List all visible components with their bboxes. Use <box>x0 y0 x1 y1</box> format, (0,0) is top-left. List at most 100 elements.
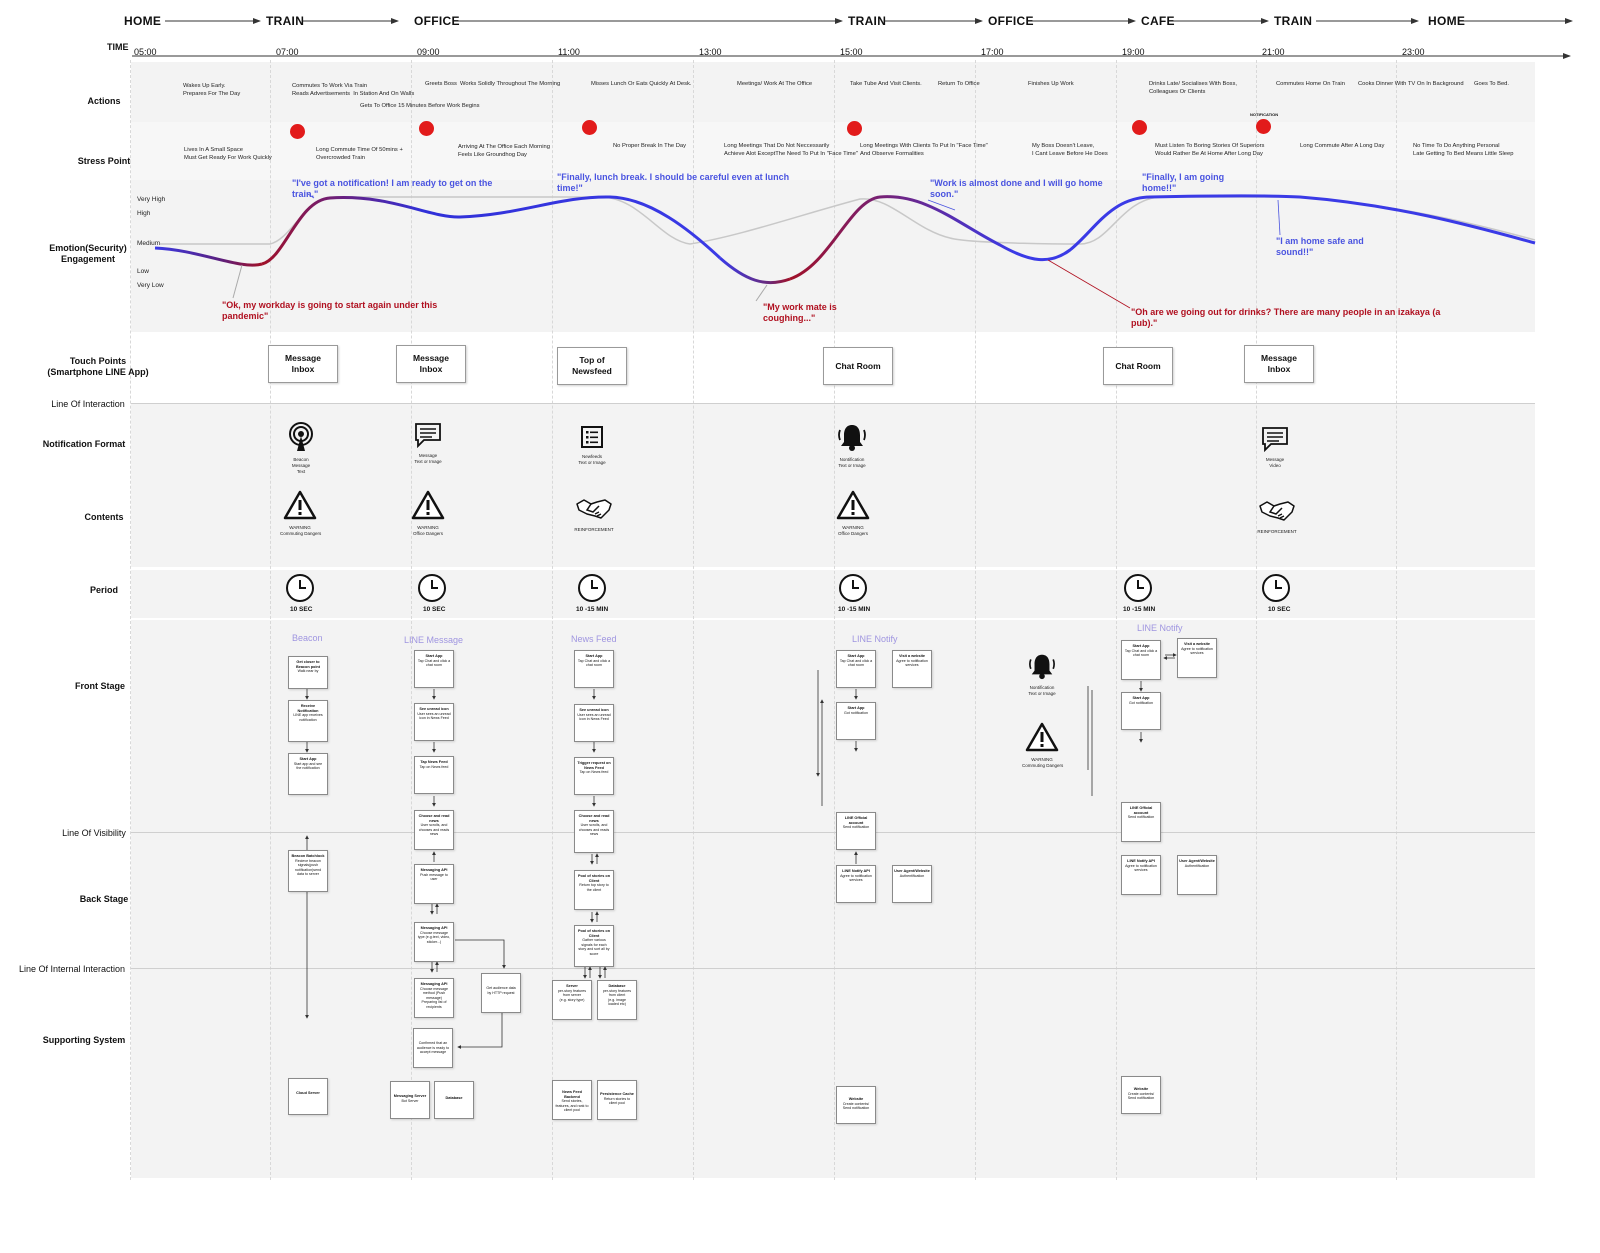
flow-card: User Agent/Website Authentification <box>1177 855 1217 895</box>
bell-icon <box>1029 654 1055 680</box>
emotion-level-label: Medium <box>137 240 161 247</box>
notification-format-item: Beacon Message Text <box>281 422 321 475</box>
location-home: HOME <box>124 14 162 28</box>
flow-card: Start App Start app and see the notificat… <box>288 753 328 795</box>
row-label-emotion: Emotion(Security) Engagement <box>49 243 127 264</box>
flow-card: LINE Notify API Agree to notification ser… <box>836 865 876 903</box>
stress-point-marker <box>1256 119 1271 134</box>
flow-card-title: Choose and read news <box>578 814 610 823</box>
clock-icon <box>839 574 867 602</box>
flow-card-title: Visit a website <box>1183 642 1211 646</box>
notification-format-item: Message Text or Image <box>408 422 448 465</box>
flow-card-desc: User sees an unread icon in News Feed <box>577 712 611 722</box>
period-label: 10 SEC <box>1268 606 1291 613</box>
flow-card: Pool of stories on Client Return top stor… <box>574 870 614 910</box>
content-caption: WARNING Commuting Dangers <box>1022 757 1064 768</box>
row-label-period: Period <box>89 585 118 595</box>
content-item: WARNING Office Dangers <box>408 490 448 537</box>
flow-card-desc: Send stories, features, and rank to clie… <box>555 1099 589 1113</box>
hour-label: 05:00 <box>134 47 157 57</box>
hour-label: 17:00 <box>981 47 1004 57</box>
content-caption: REINFORCEMENT <box>574 527 614 532</box>
flow-card-desc: Return top story to the client <box>579 883 609 892</box>
flow-card-desc: Create contents/ Send notification <box>842 1101 870 1111</box>
band-period <box>131 570 1535 618</box>
hour-label: 11:00 <box>558 47 580 57</box>
hour-gridline <box>411 60 412 1180</box>
flow-card-title: Database <box>608 984 626 988</box>
stress-point-marker <box>419 121 434 136</box>
location-timeline <box>132 18 1573 59</box>
emotion-curve-segment <box>789 194 1536 281</box>
action-text: Greets Boss <box>425 81 457 87</box>
flow-card-title: Visit a website <box>898 654 926 658</box>
stress-point-marker <box>1132 120 1147 135</box>
flow-card-title: See unread icon <box>579 708 609 712</box>
hour-gridline <box>552 60 553 1180</box>
quote-leader-line <box>755 284 768 302</box>
flow-card-title: Start App <box>585 654 603 658</box>
flow-card-desc: per-story features from server (e.g. sto… <box>557 988 587 1002</box>
flow-card: Trigger request on News Feed Tap on News … <box>574 757 614 795</box>
flow-card-title: Choose and read news <box>418 814 450 823</box>
flow-card-desc: User scrolls, and chooses and reads news <box>578 823 610 837</box>
emotion-quote: "My work mate is coughing..." <box>763 302 837 323</box>
hour-label: 15:00 <box>840 47 863 57</box>
action-text: Finishes Up Work <box>1028 81 1074 87</box>
stress-point-marker <box>290 124 305 139</box>
emotion-quote: "Oh are we going out for drinks? There a… <box>1131 307 1441 328</box>
clock-icon <box>1262 574 1290 602</box>
beacon-icon <box>289 422 313 451</box>
flow-card-desc: Agree to notification services <box>896 658 928 668</box>
quote-leader-line <box>1277 199 1281 236</box>
flow-card: Start App Got notification <box>1121 692 1161 730</box>
emotion-level-label: Very High <box>137 196 166 203</box>
hour-gridline <box>1396 60 1397 1180</box>
touch-point-card: Chat Room <box>823 347 893 385</box>
action-text: Drinks Late/ Socialises With Boss, Colle… <box>1149 81 1237 95</box>
lane-title-line-message: LINE Message <box>404 635 464 645</box>
handshake-icon <box>1259 501 1295 521</box>
emotion-level-label: Low <box>137 268 149 275</box>
content-caption: WARNING Office Dangers <box>413 525 443 536</box>
flow-card: LINE Notify API Agree to notification ser… <box>1121 855 1161 895</box>
emotion-quote: "I am home safe and sound!!" <box>1276 236 1364 257</box>
band-actions <box>131 62 1535 122</box>
emotion-curve-segment <box>261 195 722 266</box>
stress-text: Long Commute After A Long Day <box>1300 143 1385 149</box>
flow-card-desc: Push message to user <box>420 872 448 882</box>
flow-card-title: Pool of stories on Client <box>577 874 611 883</box>
flow-card: LINE Official account Send notification <box>1121 802 1161 842</box>
hour-label: 19:00 <box>1122 47 1145 57</box>
clock-icon <box>286 574 314 602</box>
flow-card: Receive Notification LINE app receives no… <box>288 700 328 742</box>
flow-card-title: News Feed Backend <box>562 1090 582 1099</box>
notification-format-item: Nontification Text or Image <box>1022 652 1062 697</box>
flow-card: Database <box>434 1081 474 1119</box>
touch-point-card: Top of Newsfeed <box>557 347 627 385</box>
line-of-interaction <box>131 403 1535 404</box>
touch-point-card: Chat Room <box>1103 347 1173 385</box>
lane-title-line-notify: LINE Notify <box>1137 623 1183 633</box>
flow-card-title: Start App <box>1132 644 1150 648</box>
flow-card-title: Start App <box>1132 696 1150 700</box>
flow-card-title: Website <box>1133 1087 1149 1091</box>
flow-card-desc: Agree to notification services <box>840 873 872 883</box>
band-support <box>131 968 1535 1178</box>
flow-card: Pool of stories on Client Gather various … <box>574 925 614 967</box>
newsfeed-icon <box>581 426 603 448</box>
flow-card-title: Receive Notification <box>297 704 319 713</box>
flow-card: Start App Tap Chat and click a chat room <box>414 650 454 688</box>
flow-card: User Agent/Website Authentification <box>892 865 932 903</box>
flow-card: LINE Official account Send notification <box>836 812 876 850</box>
flow-card: Beacon Batchlock Recieve beacon signals(p… <box>288 850 328 892</box>
hour-label: 09:00 <box>417 47 440 57</box>
action-text: Cooks Dinner With TV On In Background <box>1358 81 1464 87</box>
flow-card: Choose and read news User scrolls, and ch… <box>414 810 454 850</box>
flow-card-desc: Start app and see the notification <box>293 761 323 771</box>
flow-card-title: Get closer to Beacon point <box>295 660 321 669</box>
action-text: Wakes Up Early. Prepares For The Day <box>183 83 241 97</box>
band-emotion <box>131 180 1535 332</box>
period-label: 10 SEC <box>290 606 313 613</box>
content-caption: REINFORCEMENT <box>1257 529 1297 534</box>
